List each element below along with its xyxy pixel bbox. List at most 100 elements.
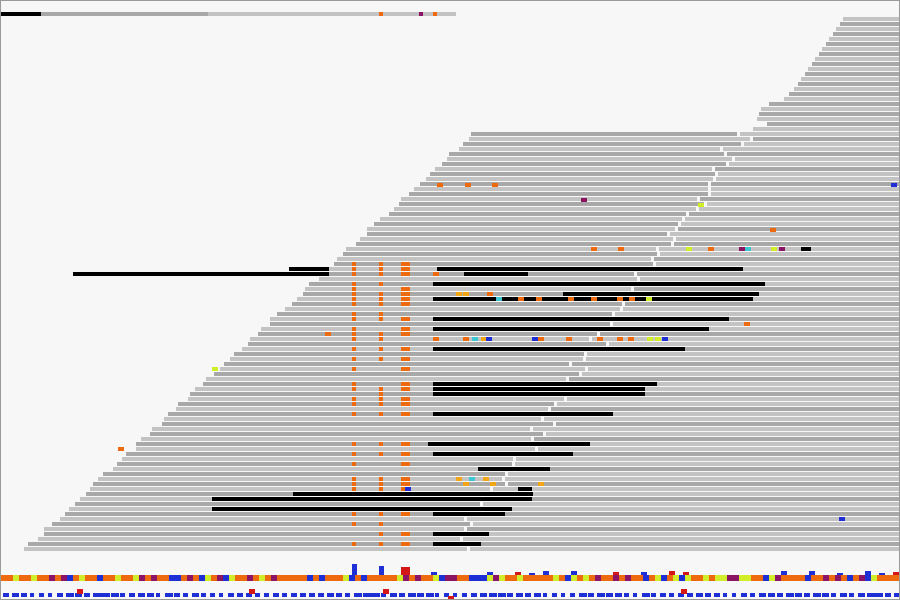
read-bar[interactable] (761, 107, 899, 111)
read-bar[interactable] (433, 452, 573, 456)
read-bar[interactable] (805, 72, 899, 76)
read-bar[interactable] (73, 272, 329, 276)
read-bar[interactable] (152, 427, 530, 431)
read-bar[interactable] (250, 337, 589, 341)
read-bar[interactable] (711, 182, 899, 186)
read-bar[interactable] (569, 382, 899, 386)
read-bar[interactable] (168, 412, 553, 416)
read-bar[interactable] (467, 527, 899, 531)
read-bar[interactable] (44, 527, 464, 531)
read-bar[interactable] (433, 532, 489, 536)
read-bar[interactable] (623, 307, 899, 311)
read-bar[interactable] (540, 442, 899, 446)
read-bar[interactable] (203, 382, 566, 386)
read-bar[interactable] (634, 287, 899, 291)
read-bar[interactable] (41, 12, 208, 16)
read-bar[interactable] (428, 442, 590, 446)
read-bar[interactable] (433, 317, 729, 321)
read-bar[interactable] (401, 197, 697, 201)
read-bar[interactable] (463, 142, 741, 146)
read-bar[interactable] (611, 327, 899, 331)
read-bar[interactable] (582, 372, 899, 376)
read-bar[interactable] (665, 267, 899, 271)
read-bar[interactable] (769, 102, 899, 106)
read-bar[interactable] (843, 17, 899, 21)
read-bar[interactable] (815, 57, 899, 61)
read-bar[interactable] (603, 347, 899, 351)
read-bar[interactable] (136, 442, 537, 446)
read-bar[interactable] (563, 292, 759, 296)
read-bar[interactable] (757, 117, 899, 121)
read-bar[interactable] (478, 467, 550, 471)
read-bar[interactable] (759, 112, 899, 116)
read-bar[interactable] (586, 357, 899, 361)
read-bar[interactable] (836, 27, 899, 31)
read-bar[interactable] (711, 187, 899, 191)
read-bar[interactable] (103, 472, 505, 476)
read-bar[interactable] (141, 437, 531, 441)
read-bar[interactable] (495, 492, 899, 496)
read-bar[interactable] (479, 507, 899, 511)
read-bar[interactable] (447, 157, 732, 161)
read-bar[interactable] (433, 282, 765, 286)
read-bar[interactable] (224, 362, 569, 366)
read-pileup-panel[interactable] (1, 1, 899, 551)
read-bar[interactable] (433, 412, 613, 416)
read-bar[interactable] (471, 132, 737, 136)
read-bar[interactable] (670, 232, 899, 236)
read-bar[interactable] (343, 252, 657, 256)
read-bar[interactable] (90, 487, 490, 491)
read-bar[interactable] (374, 222, 678, 226)
read-bar[interactable] (24, 547, 467, 551)
read-bar[interactable] (637, 272, 899, 276)
read-bar[interactable] (784, 97, 899, 101)
read-bar[interactable] (162, 422, 553, 426)
read-bar[interactable] (654, 257, 899, 261)
read-bar[interactable] (822, 47, 899, 51)
read-bar[interactable] (285, 307, 620, 311)
read-bar[interactable] (360, 237, 673, 241)
read-bar[interactable] (467, 517, 899, 521)
read-bar[interactable] (678, 227, 899, 231)
read-bar[interactable] (631, 297, 899, 301)
read-bar[interactable] (546, 432, 899, 436)
read-bar[interactable] (675, 297, 745, 301)
read-bar[interactable] (234, 352, 584, 356)
read-bar[interactable] (557, 402, 899, 406)
read-bar[interactable] (689, 212, 899, 216)
read-bar[interactable] (86, 492, 492, 496)
read-bar[interactable] (420, 182, 708, 186)
read-bar[interactable] (808, 67, 899, 71)
read-bar[interactable] (38, 537, 460, 541)
read-bar[interactable] (538, 447, 899, 451)
read-bar[interactable] (367, 227, 675, 231)
read-bar[interactable] (430, 172, 715, 176)
read-bar[interactable] (426, 177, 713, 181)
read-bar[interactable] (212, 497, 532, 501)
read-bar[interactable] (206, 377, 566, 381)
read-bar[interactable] (676, 237, 899, 241)
read-bar[interactable] (500, 497, 899, 501)
read-bar[interactable] (840, 22, 899, 26)
read-bar[interactable] (60, 517, 464, 521)
read-bar[interactable] (433, 347, 685, 351)
read-bar[interactable] (258, 332, 597, 336)
read-bar[interactable] (613, 322, 899, 326)
read-bar[interactable] (483, 502, 899, 506)
read-bar[interactable] (681, 222, 899, 226)
read-bar[interactable] (715, 167, 899, 171)
read-bar[interactable] (470, 547, 899, 551)
read-bar[interactable] (833, 32, 899, 36)
read-bar[interactable] (640, 277, 899, 281)
read-bar[interactable] (674, 242, 899, 246)
read-bar[interactable] (534, 437, 899, 441)
read-bar[interactable] (44, 532, 480, 536)
read-bar[interactable] (346, 247, 656, 251)
read-bar[interactable] (588, 367, 899, 371)
read-bar[interactable] (65, 512, 483, 516)
read-bar[interactable] (660, 252, 899, 256)
read-bar[interactable] (414, 187, 708, 191)
read-bar[interactable] (463, 542, 899, 546)
read-bar[interactable] (409, 192, 708, 196)
